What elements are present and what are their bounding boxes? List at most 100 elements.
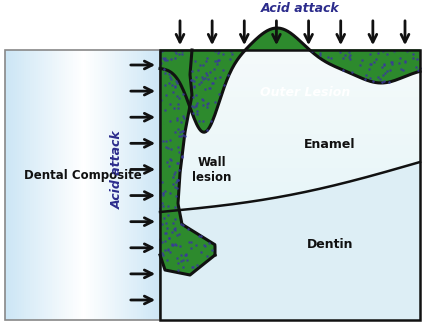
Bar [46, 50, 48, 320]
Bar [160, 117, 420, 121]
Bar [17, 50, 19, 320]
Bar [160, 87, 420, 90]
Text: Dental Composite: Dental Composite [23, 169, 141, 182]
Bar [84, 50, 87, 320]
Bar [88, 50, 91, 320]
Bar [160, 310, 420, 313]
Bar [160, 93, 420, 97]
Bar [160, 83, 420, 87]
Bar [118, 50, 120, 320]
Bar [160, 235, 420, 239]
Bar [100, 50, 102, 320]
Bar [119, 50, 122, 320]
Bar [160, 100, 420, 104]
Bar [123, 50, 126, 320]
Bar [160, 195, 420, 199]
Bar [160, 222, 420, 225]
Bar [160, 104, 420, 108]
Bar [160, 90, 420, 94]
Bar [160, 80, 420, 84]
Bar [94, 50, 97, 320]
Bar [113, 50, 116, 320]
Bar [160, 127, 420, 131]
Text: Dentin: Dentin [307, 239, 353, 252]
Bar [160, 276, 420, 279]
Bar [160, 50, 420, 53]
Bar [160, 124, 420, 128]
Polygon shape [160, 162, 420, 320]
Bar [102, 50, 104, 320]
Bar [13, 50, 15, 320]
Bar [28, 50, 31, 320]
Bar [133, 50, 135, 320]
Bar [160, 161, 420, 165]
Bar [19, 50, 21, 320]
Bar [96, 50, 98, 320]
Bar [160, 266, 420, 269]
Bar [38, 50, 40, 320]
Bar [112, 50, 114, 320]
Bar [58, 50, 60, 320]
Bar [160, 198, 420, 202]
Bar [160, 292, 420, 296]
Bar [160, 306, 420, 310]
Bar [109, 50, 112, 320]
Bar [160, 191, 420, 195]
Bar [77, 50, 79, 320]
Bar [160, 289, 420, 293]
Text: Outer Lesion: Outer Lesion [260, 85, 350, 98]
Bar [160, 249, 420, 253]
Bar [98, 50, 101, 320]
Bar [160, 259, 420, 263]
Text: Acid attack: Acid attack [110, 131, 124, 209]
Bar [52, 50, 54, 320]
Text: Enamel: Enamel [304, 138, 356, 151]
Bar [115, 50, 118, 320]
Bar [160, 70, 420, 74]
Bar [160, 245, 420, 249]
Bar [160, 215, 420, 219]
Text: Wall
lesion: Wall lesion [192, 156, 232, 184]
Bar [160, 73, 420, 77]
Bar [104, 50, 106, 320]
Bar [160, 296, 420, 300]
Bar [7, 50, 9, 320]
Bar [158, 50, 161, 320]
Bar [129, 50, 132, 320]
Bar [141, 50, 143, 320]
Bar [160, 66, 420, 70]
Bar [32, 50, 35, 320]
Polygon shape [160, 28, 420, 320]
Bar [139, 50, 141, 320]
Bar [160, 137, 420, 141]
Bar [160, 232, 420, 236]
Bar [160, 239, 420, 243]
Bar [160, 147, 420, 151]
Bar [24, 50, 27, 320]
Bar [5, 50, 7, 320]
Bar [49, 50, 52, 320]
Bar [160, 181, 420, 185]
Bar [160, 114, 420, 118]
Bar [73, 50, 75, 320]
Bar [160, 168, 420, 172]
Bar [79, 50, 81, 320]
Bar [160, 313, 420, 317]
Bar [160, 60, 420, 64]
Bar [135, 50, 137, 320]
Bar [160, 299, 420, 303]
Bar [92, 50, 95, 320]
Bar [9, 50, 12, 320]
Bar [160, 141, 420, 144]
Bar [36, 50, 38, 320]
Bar [160, 157, 420, 161]
Bar [160, 272, 420, 276]
Bar [152, 50, 155, 320]
Bar [44, 50, 46, 320]
Bar [160, 252, 420, 256]
Bar [147, 50, 149, 320]
Bar [160, 131, 420, 134]
Bar [106, 50, 108, 320]
Text: Acid attack: Acid attack [261, 1, 340, 14]
Bar [160, 218, 420, 222]
